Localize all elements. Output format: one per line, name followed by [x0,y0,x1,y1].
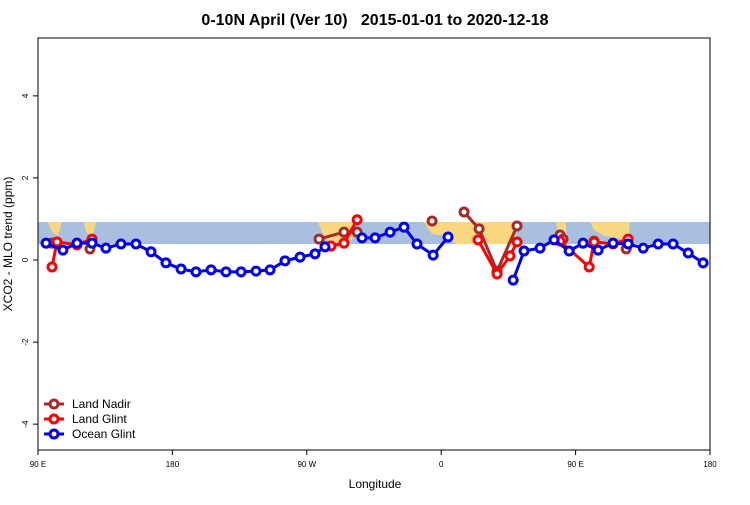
y-tick-label: 4 [21,93,30,98]
point [338,237,350,249]
point [309,248,321,260]
y-tick-label: -2 [21,338,30,346]
point [563,245,575,257]
point [356,232,368,244]
point [652,238,664,250]
point [100,242,112,254]
x-axis-label: Longitude [349,477,402,491]
point [682,247,694,259]
point [57,244,69,256]
point [491,268,503,280]
y-tick-label: 2 [21,175,30,180]
point [518,245,530,257]
point [369,232,381,244]
point [473,223,485,235]
x-tick-label: 180 [166,460,180,469]
legend-marker [48,428,60,440]
point [622,238,634,250]
x-tick-label: 90 E [30,460,46,469]
x-tick-label: 180 [703,460,717,469]
point [458,206,470,218]
legend-label: Land Glint [72,412,127,426]
point [115,238,127,250]
legend-marker [48,398,60,410]
point [264,264,276,276]
chart-title: 0-10N April (Ver 10) 2015-01-01 to 2020-… [201,12,548,29]
point [384,226,396,238]
point [607,237,619,249]
point [577,237,589,249]
point [294,251,306,263]
point [472,234,484,246]
point [637,242,649,254]
point [426,215,438,227]
point [667,238,679,250]
point [235,266,247,278]
legend-label: Ocean Glint [72,427,136,441]
point [588,236,600,248]
point [507,274,519,286]
point [697,257,709,269]
point [548,234,560,246]
point [534,242,546,254]
plot-frame [37,37,711,451]
point [398,221,410,233]
x-tick-label: 0 [439,460,444,469]
x-tick-label: 90 E [567,460,583,469]
point [442,231,454,243]
point [583,261,595,273]
point [130,238,142,250]
x-tick-label: 90 W [297,460,316,469]
point [279,255,291,267]
y-axis-label: XCO2 - MLO trend (ppm) [1,177,15,312]
point [51,236,63,248]
point [411,238,423,250]
point [40,237,52,249]
point [86,237,98,249]
point [71,237,83,249]
point [504,250,516,262]
legend-marker [48,413,60,425]
point [511,220,523,232]
point [46,261,58,273]
point [338,226,350,238]
point [205,264,217,276]
point [220,266,232,278]
point [250,265,262,277]
point [313,233,325,245]
point [160,257,172,269]
y-tick-label: -4 [21,420,30,428]
legend-label: Land Nadir [72,397,131,411]
point [427,249,439,261]
point [145,246,157,258]
y-tick-label: 0 [21,257,30,262]
point [592,244,604,256]
point [351,214,363,226]
point [190,266,202,278]
point [319,241,331,253]
point [175,263,187,275]
point [511,236,523,248]
